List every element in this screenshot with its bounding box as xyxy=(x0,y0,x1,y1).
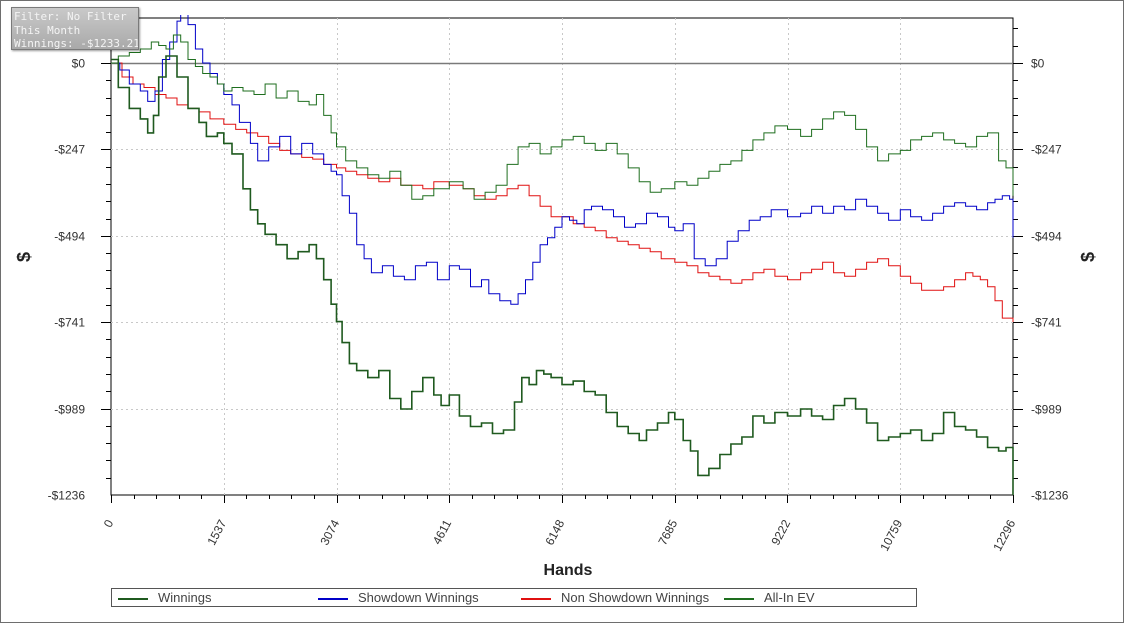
legend-swatch xyxy=(724,597,754,600)
y-axis-title-right: $ xyxy=(1078,252,1098,262)
legend-label: Non Showdown Winnings xyxy=(561,590,710,605)
x-tick-label: 7685 xyxy=(655,517,680,547)
y-tick-label-left: -$247 xyxy=(54,143,85,157)
x-tick-label: 1537 xyxy=(204,517,229,547)
y-tick-label-left: -$989 xyxy=(54,403,85,417)
y-tick-label-right: -$494 xyxy=(1031,230,1062,244)
series-line-showdown xyxy=(111,15,1014,305)
x-tick-label: 0 xyxy=(101,517,117,530)
legend-label: Showdown Winnings xyxy=(358,590,479,605)
legend-label: All-In EV xyxy=(764,590,815,605)
y-tick-label-right: -$1236 xyxy=(1031,489,1069,503)
x-tick-label: 3074 xyxy=(317,517,342,547)
x-axis-title: Hands xyxy=(544,562,593,579)
legend-item-showdown: Showdown Winnings xyxy=(312,590,479,606)
legend-item-winnings: Winnings xyxy=(112,590,211,606)
series-line-winnings xyxy=(111,55,1014,495)
y-tick-label-left: -$741 xyxy=(54,316,85,330)
x-tick-label: 9222 xyxy=(768,517,793,547)
legend-swatch xyxy=(118,597,148,600)
info-box: Filter: No Filter This Month Winnings: -… xyxy=(11,7,139,50)
legend-item-non-showdown: Non Showdown Winnings xyxy=(515,590,709,606)
x-tick-label: 10759 xyxy=(877,517,905,553)
x-tick-label: 12296 xyxy=(990,517,1018,553)
period-text: This Month xyxy=(14,23,81,37)
y-tick-label-left: -$494 xyxy=(54,230,85,244)
x-tick-label: 4611 xyxy=(430,517,455,547)
legend-swatch xyxy=(318,597,348,600)
x-tick-label: 6148 xyxy=(542,517,567,547)
y-axis-title-left: $ xyxy=(14,252,34,262)
legend-label: Winnings xyxy=(158,590,212,605)
y-tick-label-left: -$1236 xyxy=(48,489,86,503)
y-tick-label-right: -$989 xyxy=(1031,403,1062,417)
legend-item-allin-ev: All-In EV xyxy=(718,590,815,606)
y-tick-label-right: $0 xyxy=(1031,57,1045,71)
y-tick-label-left: $0 xyxy=(72,57,86,71)
legend-swatch xyxy=(521,597,551,600)
winnings-text: Winnings: -$1233.21 xyxy=(14,37,139,50)
filter-text: Filter: No Filter xyxy=(14,10,127,23)
series-line-allin-ev xyxy=(111,34,1014,200)
chart-legend: Winnings Showdown Winnings Non Showdown … xyxy=(111,588,917,607)
y-tick-label-right: -$741 xyxy=(1031,316,1062,330)
y-tick-label-right: -$247 xyxy=(1031,143,1062,157)
